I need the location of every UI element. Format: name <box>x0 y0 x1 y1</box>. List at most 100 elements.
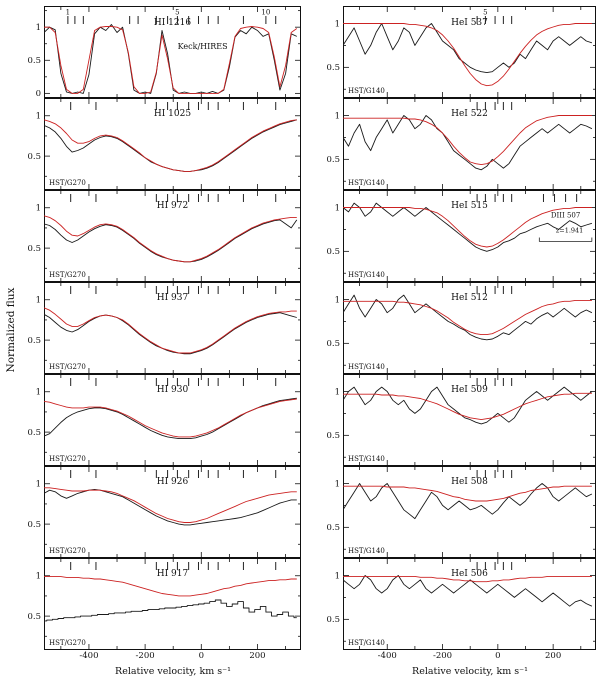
panel-border <box>343 558 596 650</box>
panel-hei-522: 0.5 1 HeI 522 HST/G140 <box>326 98 596 190</box>
y-tick-label: 1 <box>36 23 41 33</box>
x-axis-title-left: Relative velocity, km s⁻¹ <box>115 666 231 677</box>
y-tick-label: 0.5 <box>326 523 340 533</box>
panel-hi-930: 0.5 1 HI 930 HST/G270 <box>27 374 301 466</box>
instrument-label: HST/G140 <box>348 547 385 555</box>
y-tick-label: 0.5 <box>27 520 41 530</box>
panel-border <box>343 374 596 466</box>
instrument-label: HST/G270 <box>49 455 86 463</box>
observed-series <box>343 386 593 425</box>
observed-series <box>343 575 593 607</box>
y-tick-label: 1 <box>36 204 41 214</box>
component-label: 5 <box>175 9 179 17</box>
panel-hi-917: 0.5 1 HI 917 HST/G270 <box>27 558 301 650</box>
component-ticks <box>476 16 513 24</box>
model-series <box>343 115 592 166</box>
observed-series <box>44 119 297 172</box>
y-tick-label: 1 <box>335 203 340 213</box>
model-series <box>44 576 297 597</box>
instrument-label: HST/G140 <box>348 179 385 187</box>
y-tick-label: 0.5 <box>27 56 41 66</box>
panel-border <box>44 190 301 282</box>
axis-ticks <box>344 375 595 465</box>
axis-ticks <box>344 7 595 97</box>
y-tick-label: 1 <box>335 571 340 581</box>
model-series <box>44 398 297 438</box>
component-ticks <box>476 286 513 294</box>
component-ticks <box>476 378 513 386</box>
component-ticks <box>476 194 578 202</box>
model-series <box>343 392 592 421</box>
y-tick-label: 0.5 <box>326 63 340 73</box>
model-series <box>343 207 592 248</box>
panel-border <box>44 6 301 98</box>
y-tick-label: 1 <box>36 388 41 398</box>
instrument-label: HST/G270 <box>49 639 86 647</box>
axis-ticks <box>45 375 300 465</box>
panel-title: HI 917 <box>157 569 189 579</box>
panel-title: HeI 512 <box>451 293 488 303</box>
component-ticks <box>70 378 277 386</box>
diii-bracket <box>538 237 593 242</box>
component-ticks <box>476 470 513 478</box>
y-tick-label: 1 <box>36 296 41 306</box>
panel-title: HeI 515 <box>451 201 488 211</box>
panel-title: HeI 506 <box>451 569 488 579</box>
y-tick-label: 0.5 <box>326 339 340 349</box>
component-label: 1 <box>66 9 70 17</box>
y-tick-label: 1 <box>36 480 41 490</box>
axis-ticks <box>344 283 595 373</box>
instrument-label: HST/G140 <box>348 455 385 463</box>
instrument-label: Keck/HIRES <box>178 42 228 51</box>
model-series <box>44 307 297 354</box>
component-ticks <box>70 286 277 294</box>
observed-series <box>343 202 593 252</box>
panel-hei-512: 0.5 1 HeI 512 HST/G140 <box>326 282 596 374</box>
model-series <box>44 119 297 172</box>
component-label: 5 <box>483 9 487 17</box>
y-tick-label: 1 <box>335 111 340 121</box>
y-tick-label: 0.5 <box>27 152 41 162</box>
y-tick-label: 0.5 <box>326 155 340 165</box>
panel-border <box>44 558 301 650</box>
y-tick-label: 0.5 <box>326 431 340 441</box>
panel-title: HI 930 <box>157 385 189 395</box>
observed-series <box>44 24 297 94</box>
observed-series <box>44 397 297 440</box>
x-tick-label: 0 <box>198 651 204 661</box>
panel-border <box>44 282 301 374</box>
instrument-label: HST/G270 <box>49 271 86 279</box>
instrument-label: HST/G140 <box>348 271 385 279</box>
panel-title: HeI 508 <box>451 477 488 487</box>
y-tick-label: 1 <box>36 112 41 122</box>
x-tick-label: -400 <box>377 651 397 661</box>
y-tick-label: 0.5 <box>326 615 340 625</box>
panel-hi-926: 0.5 1 HI 926 HST/G270 <box>27 466 301 558</box>
y-tick-label: 1 <box>335 479 340 489</box>
panel-title: HeI 522 <box>451 109 488 119</box>
axis-ticks <box>45 559 300 649</box>
observed-series <box>343 23 593 74</box>
instrument-label: HST/G140 <box>348 87 385 95</box>
x-tick-label: -400 <box>79 651 99 661</box>
y-tick-label: 0.5 <box>326 247 340 257</box>
y-tick-label: 0.5 <box>27 428 41 438</box>
axis-ticks <box>344 99 595 189</box>
panel-title: HI 1025 <box>154 109 191 119</box>
observed-series <box>343 115 593 171</box>
panel-title: HI 1216 <box>154 18 191 28</box>
component-ticks <box>476 102 513 110</box>
panel-border <box>343 6 596 98</box>
panel-border <box>44 466 301 558</box>
observed-series <box>44 219 298 263</box>
panel-border <box>44 374 301 466</box>
x-tick-label: -200 <box>135 651 155 661</box>
axis-ticks <box>344 467 595 557</box>
panel-title: HI 926 <box>157 477 189 487</box>
axis-ticks <box>45 7 300 97</box>
model-series <box>44 487 297 523</box>
redshift-label: z=1.941 <box>556 226 583 234</box>
instrument-label: HST/G270 <box>49 363 86 371</box>
axis-ticks <box>344 559 595 649</box>
